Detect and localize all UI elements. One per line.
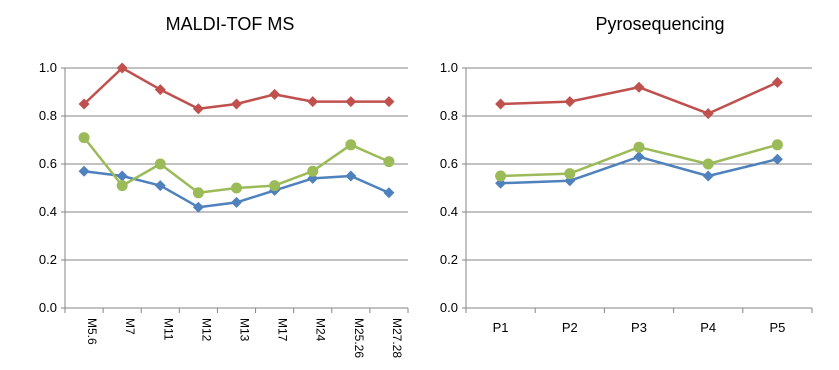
maldi-xtick-label: M5.6 [85, 318, 99, 345]
maldi-series-1-point [383, 96, 395, 108]
pyro-series-1-point [702, 108, 714, 120]
maldi-series-1-point [154, 84, 166, 96]
pyro-xtick-label: P1 [493, 320, 509, 335]
maldi-series-2-point [78, 132, 90, 144]
maldi-xtick-label: M7 [123, 318, 137, 335]
maldi-ytick-label: 1.0 [39, 60, 57, 75]
pyro-ytick-label: 0.0 [440, 300, 458, 315]
maldi-ytick-label: 0.0 [39, 300, 57, 315]
pyro-xtick-label: P2 [562, 320, 578, 335]
pyro-series-0-point [771, 153, 783, 165]
pyro-series-0-point [702, 170, 714, 182]
pyro-series-2-point [702, 158, 714, 170]
pyro-series-1-point [633, 81, 645, 93]
maldi-series-1-point [231, 98, 242, 110]
maldi-series-1-point [192, 103, 204, 115]
maldi-series-2-point [154, 158, 166, 170]
maldi-series-1-point [116, 62, 128, 74]
pyro-series-0-point [633, 151, 645, 163]
chart-title-pyrosequencing: Pyrosequencing [595, 14, 725, 34]
maldi-series-1-point [78, 98, 90, 110]
pyro-ytick-label: 0.8 [440, 108, 458, 123]
maldi-series-0-point [116, 170, 128, 182]
maldi-series-1-point [269, 88, 281, 100]
pyro-ytick-label: 0.4 [440, 204, 458, 219]
maldi-xtick-label: M13 [238, 318, 252, 342]
maldi-ytick-label: 0.4 [39, 204, 57, 219]
maldi-series-2-point [269, 180, 281, 192]
pyro-series-1-point [495, 98, 507, 110]
maldi-series-0-point [231, 196, 242, 208]
maldi-series-2-point [192, 187, 204, 199]
pyro-ytick-label: 0.2 [440, 252, 458, 267]
pyro-xtick-label: P3 [631, 320, 647, 335]
maldi-xtick-label: M24 [314, 318, 328, 342]
maldi-xtick-label: M17 [276, 318, 290, 342]
maldi-series-0-point [383, 187, 395, 199]
maldi-series-2-point [307, 165, 319, 177]
pyro-ytick-label: 1.0 [440, 60, 458, 75]
maldi-series-0-point [154, 180, 166, 192]
pyro-xtick-label: P5 [769, 320, 785, 335]
maldi-series-2-point [116, 180, 128, 192]
pyro-series-2-point [495, 170, 507, 182]
maldi-ytick-label: 0.8 [39, 108, 57, 123]
maldi-series-1-point [345, 96, 357, 108]
maldi-series-0-point [78, 165, 90, 177]
maldi-ytick-label: 0.6 [39, 156, 57, 171]
maldi-series-0-point [345, 170, 357, 182]
maldi-xtick-label: M11 [161, 318, 175, 341]
pyro-series-1-point [564, 96, 576, 108]
maldi-xtick-label: M25.26 [352, 318, 366, 358]
pyro-series-2-point [633, 141, 645, 153]
maldi-xtick-label: M27.28 [390, 318, 404, 358]
maldi-xtick-label: M12 [199, 318, 213, 342]
maldi-series-2-point [345, 139, 357, 151]
pyro-series-1-point [771, 76, 783, 88]
maldi-series-1-point [307, 96, 319, 108]
maldi-series-2-point [383, 156, 395, 168]
chart-title-maldi: MALDI-TOF MS [165, 14, 295, 34]
pyro-ytick-label: 0.6 [440, 156, 458, 171]
pyro-series-2-point [771, 139, 783, 151]
pyro-xtick-label: P4 [700, 320, 716, 335]
pyro-series-2-point [564, 168, 576, 180]
maldi-ytick-label: 0.2 [39, 252, 57, 267]
maldi-series-0-point [192, 201, 204, 213]
maldi-series-2-point [231, 182, 242, 194]
